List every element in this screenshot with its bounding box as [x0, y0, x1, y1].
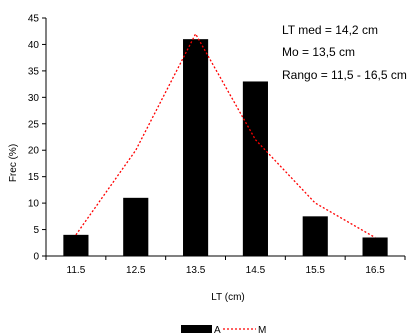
x-tick-label: 12.5 [126, 265, 146, 276]
x-tick-label: 13.5 [186, 265, 206, 276]
y-tick-label: 0 [33, 252, 39, 263]
y-tick-label: 40 [28, 40, 40, 51]
bar-16.5 [362, 237, 388, 256]
legend-label-a: A [214, 325, 221, 335]
x-tick-label: 16.5 [365, 265, 385, 276]
y-tick-label: 10 [28, 199, 40, 210]
annotation-mo: Mo = 13,5 cm [282, 45, 355, 59]
model-line [75, 32, 376, 239]
bar-14.5 [242, 81, 268, 256]
x-tick-label: 15.5 [306, 265, 326, 276]
y-tick-label: 5 [33, 225, 39, 236]
y-axis-label: Frec (%) [8, 144, 19, 182]
bars [63, 39, 388, 257]
legend-label-m: M [258, 325, 266, 335]
y-tick-label: 30 [28, 93, 40, 104]
y-tick-label: 15 [28, 172, 40, 183]
series-line-m [75, 32, 376, 239]
annotation-lt-med: LT med = 14,2 cm [282, 23, 378, 37]
legend-swatch-a [181, 325, 212, 333]
x-axis-ticks: 11.5 12.5 13.5 14.5 15.5 16.5 [45, 256, 406, 276]
y-tick-label: 35 [28, 66, 40, 77]
x-axis-label: LT (cm) [211, 292, 245, 303]
x-tick-label: 11.5 [67, 265, 86, 276]
y-tick-label: 45 [28, 14, 40, 25]
bar-11.5 [63, 234, 89, 256]
y-tick-label: 25 [28, 119, 40, 130]
x-tick-label: 14.5 [246, 265, 266, 276]
legend: A M [181, 325, 266, 335]
bar-13.5 [183, 39, 209, 257]
y-tick-label: 20 [28, 146, 40, 157]
annotation-box: LT med = 14,2 cm Mo = 13,5 cm Rango = 11… [282, 23, 407, 82]
bar-15.5 [302, 216, 328, 256]
bar-12.5 [123, 197, 149, 256]
annotation-rango: Rango = 11,5 - 16,5 cm [282, 68, 407, 82]
y-axis-ticks: 0 5 10 15 20 25 30 35 40 45 [28, 14, 46, 263]
